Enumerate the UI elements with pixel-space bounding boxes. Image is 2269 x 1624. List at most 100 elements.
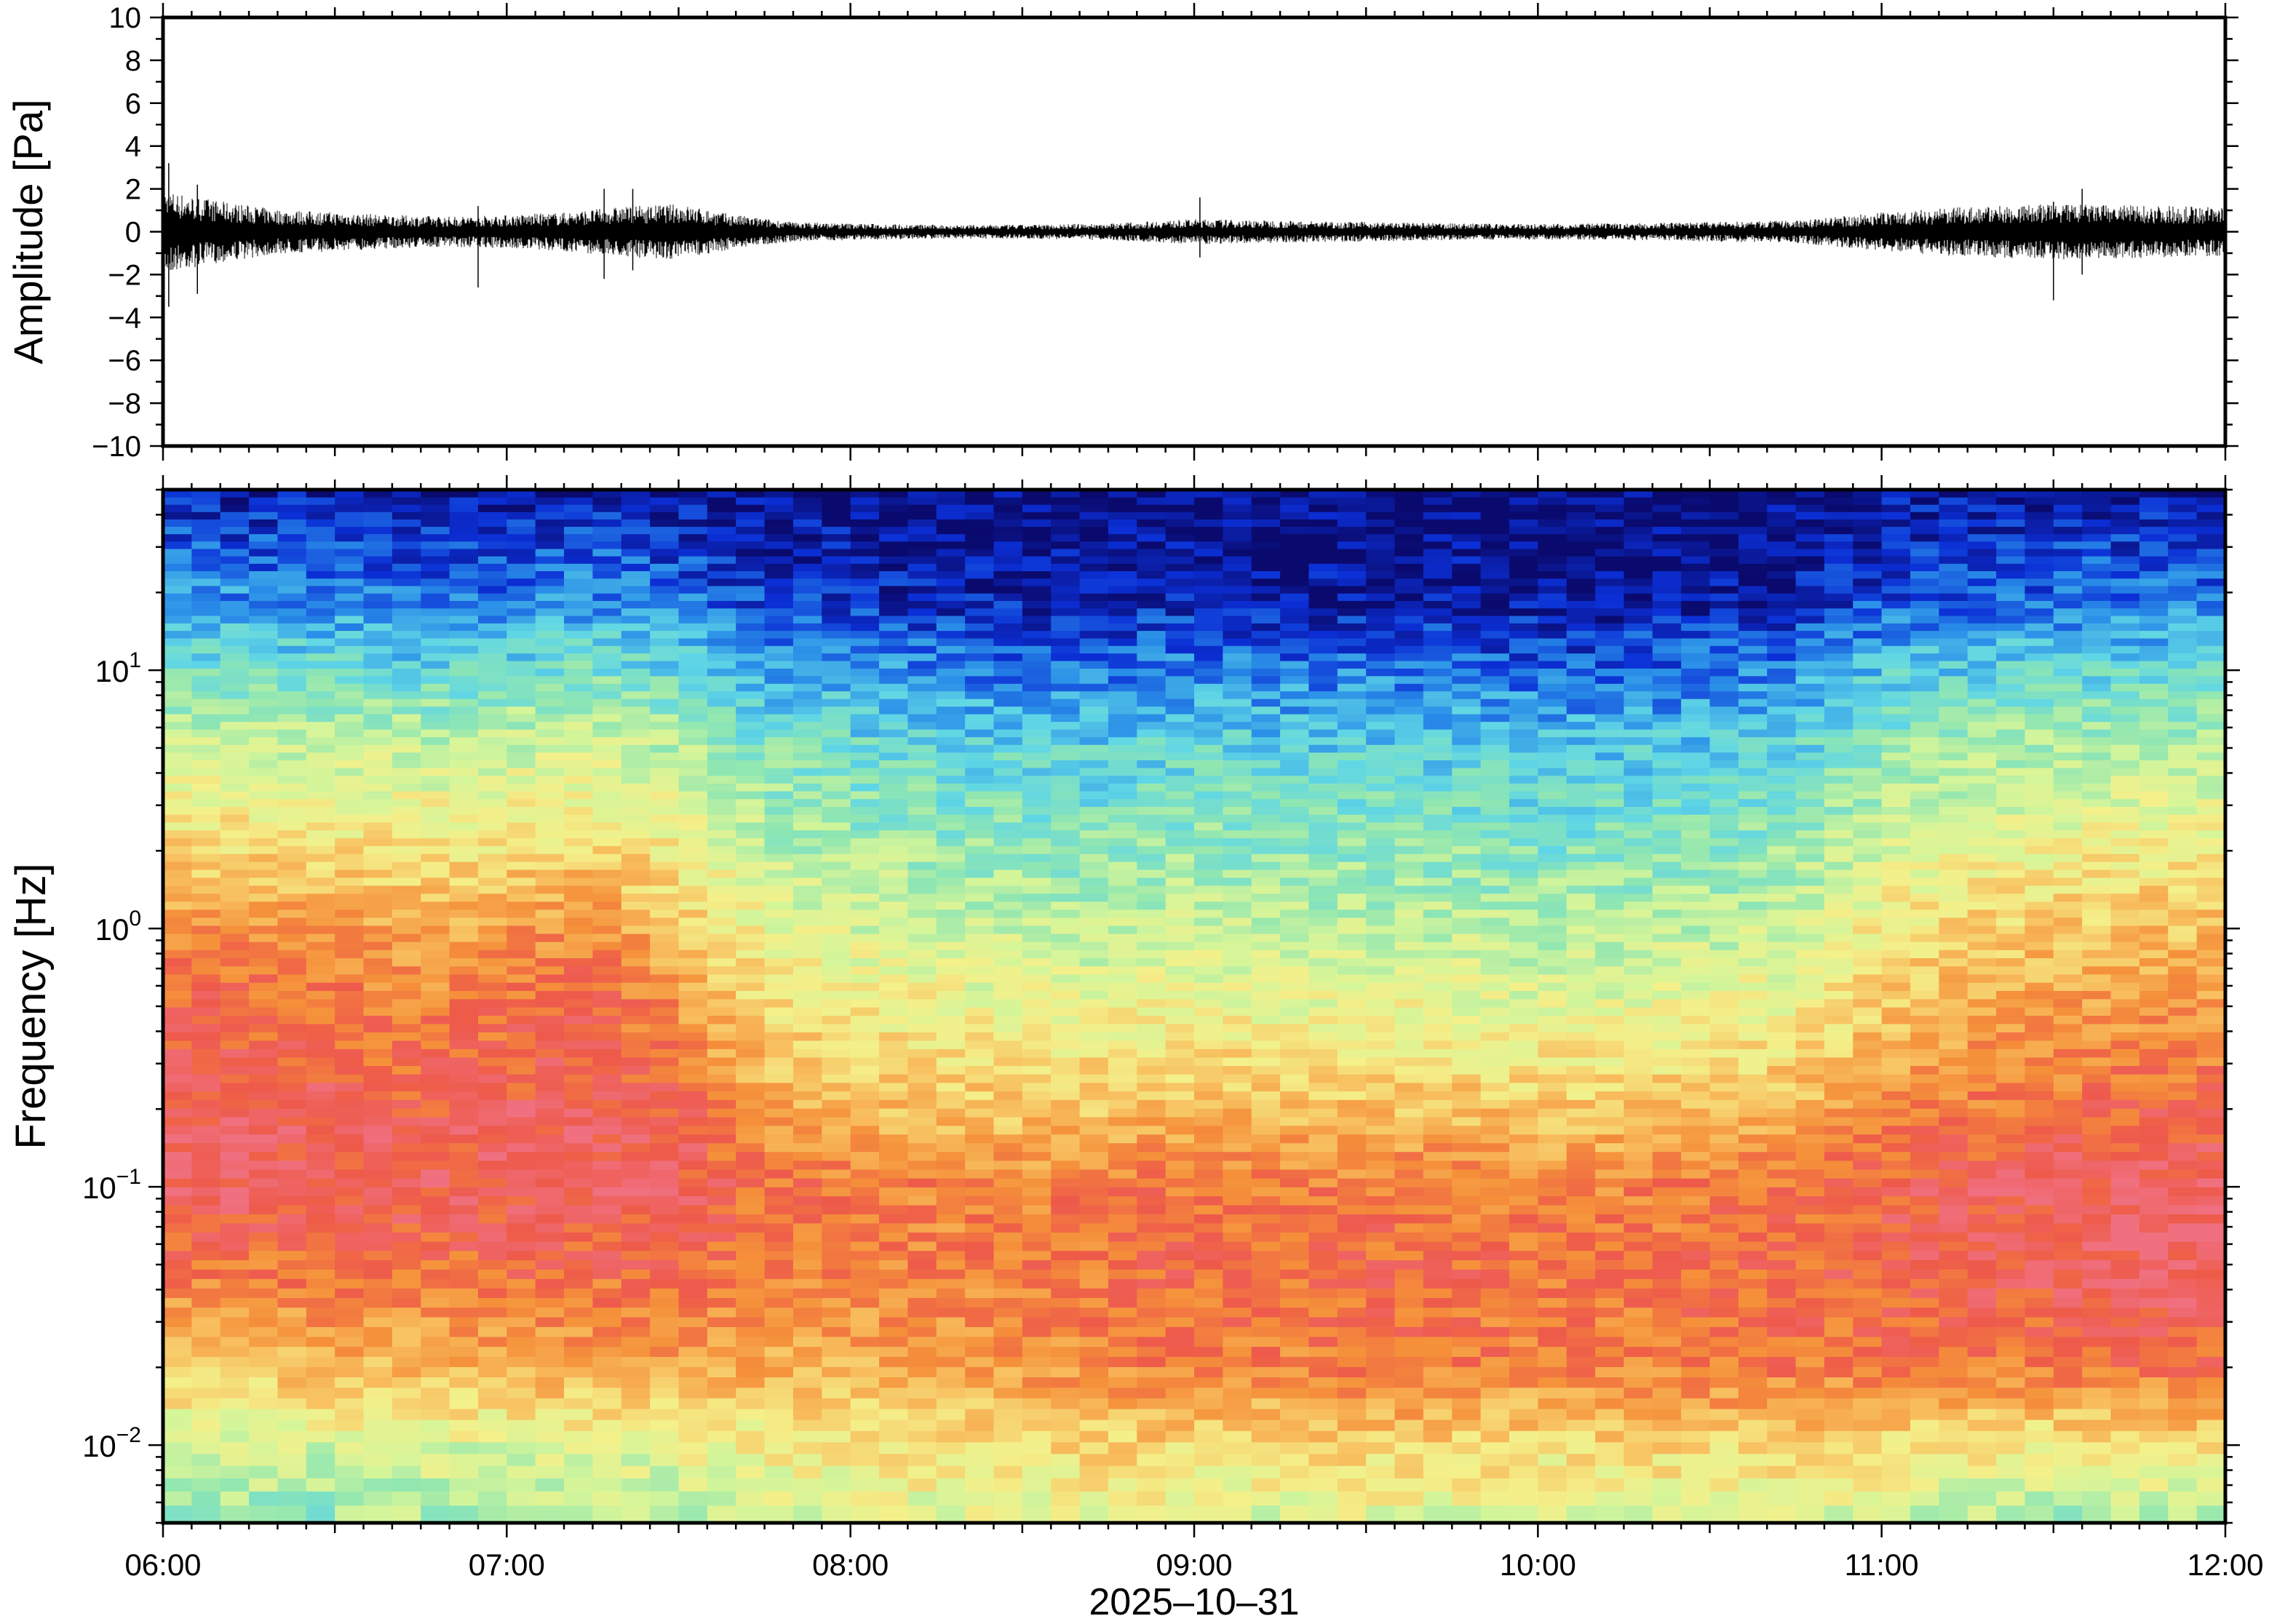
spectrogram-cell [907, 1032, 937, 1041]
spectrogram-cell [363, 974, 393, 983]
spectrogram-cell [421, 1297, 450, 1308]
spectrogram-cell [650, 526, 680, 535]
spectrogram-cell [1022, 1056, 1052, 1067]
spectrogram-cell [879, 814, 908, 823]
spectrogram-cell [1108, 1195, 1137, 1206]
spectrogram-cell [822, 1269, 851, 1279]
spectrogram-cell [421, 901, 450, 910]
spectrogram-cell [564, 1398, 594, 1409]
spectrogram-cell [736, 861, 766, 870]
spectrogram-cell [1137, 1091, 1167, 1100]
spectrogram-cell [449, 1478, 479, 1492]
spectrogram-cell [1022, 1307, 1052, 1318]
spectrogram-cell [191, 729, 221, 738]
spectrogram-cell [936, 1169, 966, 1179]
spectrogram-cell [220, 1453, 250, 1466]
spectrogram-cell [850, 623, 880, 632]
spectrogram-cell [1108, 1387, 1137, 1398]
spectrogram-cell [993, 877, 1023, 886]
spectrogram-cell [736, 942, 766, 950]
spectrogram-cell [1280, 578, 1310, 586]
spectrogram-cell [363, 519, 393, 528]
spectrogram-cell [965, 729, 995, 738]
spectrogram-cell [1051, 806, 1081, 815]
spectrogram-cell [363, 1419, 393, 1431]
spectrogram-cell [535, 1241, 565, 1251]
spectrogram-cell [1165, 752, 1195, 760]
spectrogram-cell [1022, 1441, 1052, 1454]
spectrogram-cell [879, 845, 908, 854]
spectrogram-cell [1308, 1134, 1338, 1144]
spectrogram-cell [621, 1082, 651, 1092]
spectrogram-cell [277, 942, 307, 950]
spectrogram-cell [707, 845, 736, 854]
spectrogram-cell [1251, 1346, 1281, 1357]
spectrogram-cell [1308, 526, 1338, 535]
spectrogram-cell [879, 1269, 908, 1279]
spectrogram-cell [1251, 1288, 1281, 1298]
spectrogram-cell [907, 909, 937, 918]
spectrogram-cell [477, 1278, 507, 1289]
spectrogram-cell [1137, 845, 1167, 854]
spectrogram-cell [1051, 683, 1081, 692]
spectrogram-cell [707, 519, 736, 528]
spectrogram-cell [506, 1307, 536, 1318]
spectrogram-cell [1051, 998, 1081, 1008]
spectrogram-cell [879, 1408, 908, 1420]
spectrogram-cell [1137, 925, 1167, 934]
spectrogram-cell [1251, 752, 1281, 760]
spectrogram-cell [1337, 1015, 1367, 1024]
spectrogram-cell [1108, 1336, 1137, 1348]
spectrogram-cell [1194, 925, 1223, 934]
spectrogram-cell [1165, 1032, 1195, 1041]
spectrogram-cell [392, 1023, 421, 1032]
spectrogram-cell [564, 1366, 594, 1378]
spectrogram-cell [535, 1125, 565, 1135]
spectrogram-cell [477, 760, 507, 768]
spectrogram-cell [421, 893, 450, 902]
spectrogram-cell [1079, 1336, 1109, 1348]
spectrogram-cell [678, 1269, 708, 1279]
spectrogram-cell [1137, 1336, 1167, 1348]
spectrogram-cell [678, 942, 708, 950]
spectrogram-cell [707, 1316, 736, 1327]
spectrogram-cell [1165, 714, 1195, 723]
spectrogram-cell [335, 623, 365, 632]
spectrogram-cell [1223, 974, 1252, 983]
spectrogram-cell [993, 1398, 1023, 1409]
spectrogram-cell [421, 1099, 450, 1109]
spectrogram-cell [220, 814, 250, 823]
spectrogram-cell [879, 675, 908, 684]
spectrogram-cell [506, 1214, 536, 1224]
spectrogram-cell [535, 901, 565, 910]
spectrogram-cell [907, 653, 937, 661]
spectrogram-cell [1051, 1015, 1081, 1024]
spectrogram-cell [249, 752, 279, 760]
spectrogram-cell [1337, 1491, 1367, 1506]
spectrogram-cell [1308, 556, 1338, 564]
spectrogram-cell [936, 512, 966, 520]
spectrogram-cell [650, 1178, 680, 1187]
spectrogram-cell [993, 504, 1023, 512]
spectrogram-cell [993, 698, 1023, 707]
spectrogram-cell [1337, 1336, 1367, 1348]
spectrogram-cell [1051, 1478, 1081, 1492]
spectrogram-cell [421, 698, 450, 707]
spectrogram-cell [936, 1056, 966, 1067]
spectrogram-cell [1308, 821, 1338, 831]
spectrogram-cell [1223, 563, 1252, 572]
spectrogram-cell [1308, 675, 1338, 684]
spectrogram-cell [249, 600, 279, 609]
spectrogram-cell [277, 645, 307, 654]
spectrogram-cell [335, 690, 365, 699]
spectrogram-cell [1022, 1125, 1052, 1135]
spectrogram-cell [163, 925, 192, 934]
spectrogram-cell [792, 974, 822, 983]
spectrogram-cell [449, 982, 479, 991]
spectrogram-cell [535, 645, 565, 654]
spectrogram-cell [936, 541, 966, 549]
spectrogram-cell [363, 869, 393, 878]
spectrogram-cell [392, 837, 421, 846]
spectrogram-cell [535, 1366, 565, 1378]
spectrogram-cell [421, 760, 450, 768]
